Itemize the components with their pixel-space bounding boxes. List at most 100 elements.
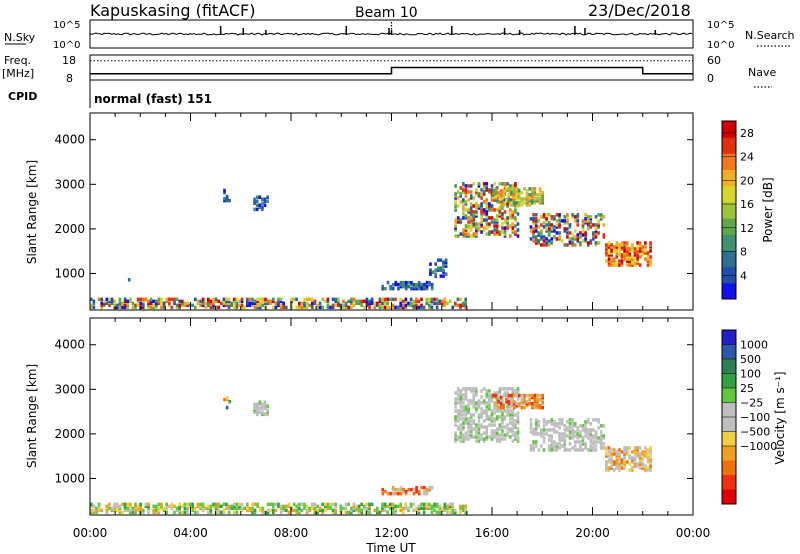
echo-cell bbox=[571, 243, 574, 247]
echo-cell bbox=[553, 225, 556, 229]
echo-cell bbox=[599, 444, 603, 448]
echo-cell bbox=[305, 297, 309, 302]
echo-cell bbox=[355, 301, 358, 306]
power-echoes bbox=[90, 182, 652, 310]
echo-cell bbox=[515, 187, 518, 191]
echo-cell bbox=[488, 224, 491, 228]
echo-cell bbox=[488, 216, 491, 220]
echo-cell bbox=[139, 502, 142, 507]
echo-cell bbox=[623, 241, 626, 245]
echo-cell bbox=[139, 504, 142, 509]
echo-cell bbox=[529, 448, 533, 452]
echo-cell bbox=[441, 506, 444, 511]
echo-cell bbox=[597, 225, 600, 229]
echo-cell bbox=[256, 502, 259, 507]
echo-cell bbox=[467, 425, 470, 429]
echo-cell bbox=[95, 510, 98, 515]
echo-cell bbox=[573, 237, 577, 241]
echo-cell bbox=[199, 504, 202, 509]
echo-cell bbox=[511, 226, 515, 230]
echo-cell bbox=[636, 241, 639, 245]
echo-cell bbox=[523, 187, 526, 191]
echo-cell bbox=[121, 301, 124, 306]
echo-cell bbox=[485, 222, 489, 226]
echo-cell bbox=[623, 255, 626, 259]
echo-cell bbox=[464, 234, 468, 238]
colorbar-swatch bbox=[722, 475, 736, 490]
echo-cell bbox=[615, 245, 619, 249]
echo-cell bbox=[597, 219, 600, 223]
echo-cell bbox=[209, 305, 213, 310]
echo-cell bbox=[540, 243, 543, 247]
echo-cell bbox=[415, 286, 418, 291]
echo-cell bbox=[485, 226, 489, 230]
echo-cell bbox=[584, 219, 587, 223]
echo-cell bbox=[581, 436, 585, 440]
colorbar-swatch bbox=[722, 359, 736, 374]
echo-cell bbox=[620, 259, 624, 263]
echo-cell bbox=[533, 395, 537, 400]
echo-cell bbox=[277, 297, 280, 302]
echo-cell bbox=[263, 404, 267, 408]
echo-cell bbox=[514, 425, 517, 429]
echo-cell bbox=[170, 506, 174, 511]
echo-cell bbox=[520, 199, 524, 203]
echo-cell bbox=[201, 297, 205, 302]
echo-cell bbox=[191, 303, 194, 308]
echo-cell bbox=[420, 485, 424, 490]
echo-cell bbox=[464, 224, 468, 228]
echo-cell bbox=[532, 221, 535, 225]
echo-cell bbox=[586, 227, 590, 231]
echo-cell bbox=[430, 284, 434, 289]
echo-cell bbox=[160, 297, 163, 302]
echo-cell bbox=[475, 407, 478, 411]
echo-cell bbox=[495, 427, 499, 431]
echo-cell bbox=[469, 419, 473, 423]
echo-cell bbox=[462, 228, 465, 232]
echo-cell bbox=[512, 393, 516, 398]
echo-cell bbox=[165, 506, 168, 511]
echo-cell bbox=[233, 297, 236, 302]
echo-cell bbox=[194, 510, 197, 515]
echo-cell bbox=[568, 237, 572, 241]
echo-cell bbox=[511, 228, 515, 232]
echo-cell bbox=[126, 508, 129, 513]
echo-cell bbox=[456, 397, 460, 401]
echo-cell bbox=[555, 225, 559, 229]
echo-cell bbox=[518, 191, 521, 195]
echo-cell bbox=[586, 448, 590, 452]
echo-cell bbox=[181, 510, 184, 515]
echo-cell bbox=[482, 401, 486, 405]
echo-cell bbox=[518, 201, 521, 205]
echo-cell bbox=[597, 420, 600, 424]
echo-cell bbox=[542, 424, 546, 428]
echo-cell bbox=[494, 191, 498, 195]
echo-cell bbox=[520, 405, 524, 410]
echo-cell bbox=[475, 435, 478, 439]
echo-cell bbox=[584, 444, 587, 448]
echo-cell bbox=[334, 504, 337, 509]
echo-cell bbox=[482, 425, 486, 429]
echo-cell bbox=[456, 297, 460, 302]
echo-cell bbox=[212, 297, 215, 302]
echo-cell bbox=[533, 393, 537, 398]
echo-cell bbox=[404, 506, 408, 511]
echo-cell bbox=[443, 506, 447, 511]
echo-cell bbox=[488, 202, 491, 206]
echo-cell bbox=[409, 504, 413, 509]
echo-cell bbox=[454, 192, 457, 196]
echo-cell bbox=[623, 466, 626, 470]
echo-cell bbox=[589, 446, 593, 450]
echo-cell bbox=[144, 504, 148, 509]
echo-cell bbox=[533, 197, 537, 201]
echo-cell bbox=[263, 402, 267, 406]
echo-cell bbox=[516, 397, 520, 401]
echo-cell bbox=[586, 241, 590, 245]
echo-cell bbox=[646, 251, 650, 255]
echo-cell bbox=[313, 506, 317, 511]
echo-cell bbox=[597, 231, 600, 235]
echo-cell bbox=[638, 456, 642, 460]
echo-cell bbox=[490, 433, 494, 437]
echo-cell bbox=[352, 297, 356, 302]
